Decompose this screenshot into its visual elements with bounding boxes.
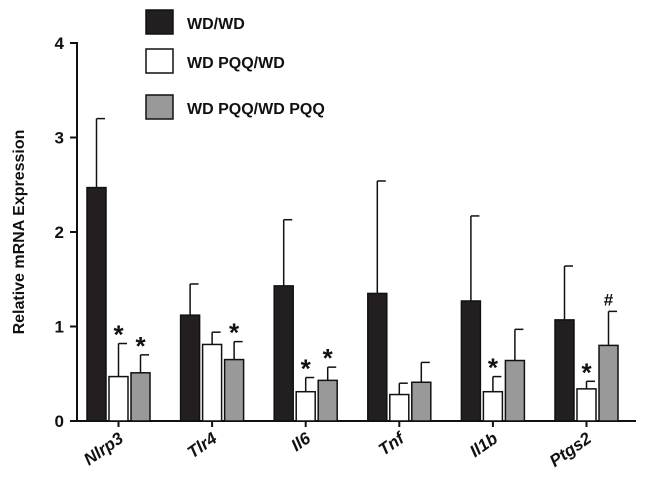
x-tick-label: Nlrp3 bbox=[80, 428, 127, 469]
legend-swatch bbox=[145, 9, 174, 35]
y-tick-label: 1 bbox=[55, 318, 64, 337]
significance-marker: * bbox=[229, 318, 240, 348]
y-tick-label: 2 bbox=[55, 223, 64, 242]
legend-label: WD PQQ/WD bbox=[187, 55, 285, 72]
significance-marker: * bbox=[488, 353, 499, 383]
x-tick-label: Tnf bbox=[375, 427, 409, 459]
legend-label: WD/WD bbox=[187, 16, 245, 33]
legend-swatch bbox=[145, 94, 174, 120]
bar bbox=[317, 379, 338, 422]
x-tick-label: Il6 bbox=[288, 428, 315, 455]
significance-marker: # bbox=[604, 290, 614, 309]
legend: WD/WD WD PQQ/WD WD PQQ/WD PQQ bbox=[145, 9, 325, 120]
bar bbox=[86, 186, 107, 422]
bar bbox=[598, 344, 619, 422]
significance-marker: * bbox=[581, 357, 592, 387]
bar bbox=[367, 292, 388, 422]
significance-marker: * bbox=[301, 354, 312, 384]
bar bbox=[201, 343, 223, 422]
y-tick-label: 4 bbox=[55, 34, 65, 53]
x-tick-label: Ptgs2 bbox=[546, 428, 595, 470]
x-tick-label: Tlr4 bbox=[184, 428, 221, 462]
bar bbox=[504, 359, 526, 422]
y-tick-label: 3 bbox=[55, 129, 64, 148]
y-tick-label: 0 bbox=[55, 412, 64, 431]
x-tick-label: Il1b bbox=[466, 429, 501, 461]
bar bbox=[295, 390, 316, 422]
x-axis: Nlrp3 Tlr4 Il6 Tnf Il1b Ptgs2 bbox=[77, 420, 636, 471]
legend-swatch bbox=[145, 48, 174, 74]
y-axis-title: Relative mRNA Expression bbox=[11, 130, 28, 335]
bar bbox=[460, 300, 482, 422]
legend-label: WD PQQ/WD PQQ bbox=[187, 101, 325, 118]
bar bbox=[576, 388, 597, 422]
bar bbox=[108, 375, 129, 422]
bar bbox=[411, 381, 432, 422]
bar bbox=[554, 319, 575, 422]
significance-marker: * bbox=[135, 331, 146, 361]
bar bbox=[179, 314, 201, 422]
significance-marker: * bbox=[113, 320, 124, 350]
bar bbox=[130, 372, 151, 422]
bars: * * * * * * * # bbox=[86, 117, 619, 422]
bar bbox=[223, 358, 245, 422]
y-axis: 0 1 2 3 4 bbox=[55, 34, 78, 431]
bar bbox=[273, 285, 294, 422]
significance-marker: * bbox=[323, 343, 334, 373]
bar bbox=[389, 393, 410, 422]
bar bbox=[482, 390, 504, 422]
